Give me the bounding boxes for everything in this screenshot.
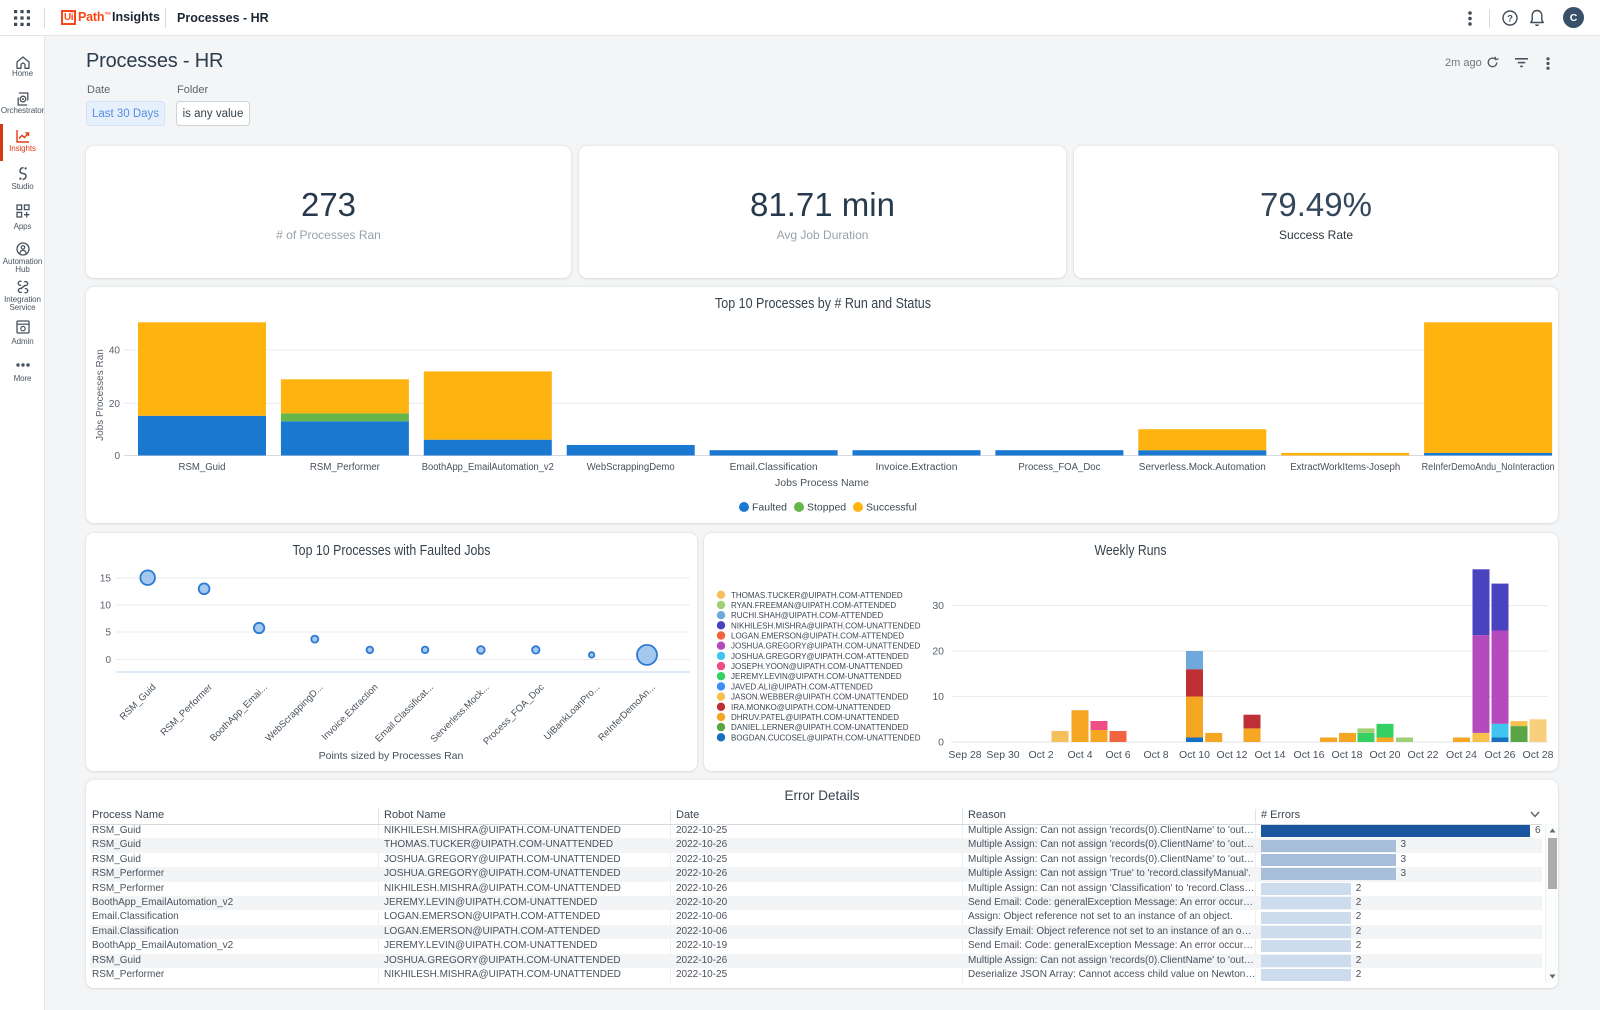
- svg-text:RSM_Guid: RSM_Guid: [179, 462, 226, 473]
- svg-text:Oct 10: Oct 10: [1179, 749, 1210, 761]
- svg-text:Oct 24: Oct 24: [1446, 749, 1477, 761]
- svg-text:0: 0: [114, 451, 120, 462]
- svg-text:Oct 6: Oct 6: [1105, 749, 1130, 761]
- svg-text:RSM_Performer: RSM_Performer: [159, 682, 215, 738]
- svg-text:Oct 2: Oct 2: [1028, 749, 1053, 761]
- svg-text:Oct 26: Oct 26: [1485, 749, 1516, 761]
- svg-text:30: 30: [932, 600, 944, 612]
- svg-text:Faulted: Faulted: [752, 502, 787, 514]
- svg-text:Serverless.Mock.Automation: Serverless.Mock.Automation: [1139, 462, 1266, 473]
- svg-text:LOGAN.EMERSON@UIPATH.COM-ATTEN: LOGAN.EMERSON@UIPATH.COM-ATTENDED: [731, 632, 904, 641]
- svg-text:Oct 28: Oct 28: [1523, 749, 1554, 761]
- svg-text:JASON.WEBBER@UIPATH.COM-UNATTE: JASON.WEBBER@UIPATH.COM-UNATTENDED: [731, 693, 909, 702]
- svg-text:20: 20: [932, 646, 944, 658]
- svg-text:?: ?: [1507, 14, 1513, 25]
- svg-text:Top 10 Processes with Faulted: Top 10 Processes with Faulted Jobs: [293, 543, 491, 559]
- svg-text:ExtractWorkItems-Joseph: ExtractWorkItems-Joseph: [1290, 462, 1400, 473]
- svg-text:Email.Classificat...: Email.Classificat...: [373, 682, 436, 745]
- svg-text:0: 0: [105, 655, 111, 666]
- svg-text:JOSHUA.GREGORY@UIPATH.COM-ATTE: JOSHUA.GREGORY@UIPATH.COM-ATTENDED: [731, 652, 909, 661]
- svg-text:Email.Classification: Email.Classification: [730, 462, 818, 473]
- svg-text:RUCHI.SHAH@UIPATH.COM-ATTENDED: RUCHI.SHAH@UIPATH.COM-ATTENDED: [731, 611, 883, 620]
- svg-text:Successful: Successful: [866, 502, 917, 514]
- svg-text:IRA.MONKO@UIPATH.COM-UNATTENDE: IRA.MONKO@UIPATH.COM-UNATTENDED: [731, 703, 891, 712]
- svg-text:15: 15: [100, 574, 112, 585]
- svg-text:JAVED.ALI@UIPATH.COM-ATTENDED: JAVED.ALI@UIPATH.COM-ATTENDED: [731, 682, 873, 691]
- svg-text:Oct 22: Oct 22: [1408, 749, 1439, 761]
- svg-text:Process_FOA_Doc: Process_FOA_Doc: [1018, 462, 1100, 473]
- svg-text:Jobs Process Name: Jobs Process Name: [775, 477, 869, 489]
- svg-text:UiBankLoanPro...: UiBankLoanPro...: [542, 682, 602, 742]
- svg-text:Jobs Processes Ran: Jobs Processes Ran: [95, 349, 106, 441]
- svg-text:THOMAS.TUCKER@UIPATH.COM-ATTEN: THOMAS.TUCKER@UIPATH.COM-ATTENDED: [731, 591, 903, 600]
- svg-text:Points sized by Processes Ran: Points sized by Processes Ran: [319, 750, 464, 762]
- svg-text:Oct 18: Oct 18: [1332, 749, 1363, 761]
- svg-text:20: 20: [109, 399, 121, 410]
- svg-text:NIKHILESH.MISHRA@UIPATH.COM-UN: NIKHILESH.MISHRA@UIPATH.COM-UNATTENDED: [731, 621, 921, 630]
- svg-text:ReInferDemoAndu_NoInteraction: ReInferDemoAndu_NoInteraction: [1422, 462, 1555, 473]
- svg-text:RSM_Guid: RSM_Guid: [118, 682, 159, 723]
- svg-text:Oct 20: Oct 20: [1370, 749, 1401, 761]
- svg-text:Weekly Runs: Weekly Runs: [1095, 542, 1167, 559]
- svg-text:Invoice.Extraction: Invoice.Extraction: [320, 682, 381, 743]
- svg-text:Process_FOA_Doc: Process_FOA_Doc: [481, 682, 546, 747]
- svg-text:DHRUV.PATEL@UIPATH.COM-UNATTEN: DHRUV.PATEL@UIPATH.COM-UNATTENDED: [731, 713, 899, 722]
- svg-text:Sep 28: Sep 28: [948, 749, 981, 761]
- svg-text:WebScrappingD...: WebScrappingD...: [263, 682, 325, 744]
- svg-text:ReInferDemoAn...: ReInferDemoAn...: [596, 682, 658, 744]
- svg-text:JOSEPH.YOON@UIPATH.COM-UNATTEN: JOSEPH.YOON@UIPATH.COM-UNATTENDED: [731, 662, 903, 671]
- svg-text:BoothApp_EmailAutomation_v2: BoothApp_EmailAutomation_v2: [422, 462, 554, 473]
- svg-text:10: 10: [100, 601, 112, 612]
- svg-text:0: 0: [938, 737, 944, 749]
- svg-text:BoothApp_Emai...: BoothApp_Emai...: [208, 682, 270, 744]
- svg-text:RYAN.FREEMAN@UIPATH.COM-ATTEND: RYAN.FREEMAN@UIPATH.COM-ATTENDED: [731, 601, 896, 610]
- svg-text:Top 10 Processes by # Run and: Top 10 Processes by # Run and Status: [715, 295, 931, 312]
- svg-text:Stopped: Stopped: [807, 502, 846, 514]
- svg-text:Oct 16: Oct 16: [1294, 749, 1325, 761]
- svg-text:Sep 30: Sep 30: [986, 749, 1019, 761]
- svg-text:JEREMY.LEVIN@UIPATH.COM-UNATTE: JEREMY.LEVIN@UIPATH.COM-UNATTENDED: [731, 672, 902, 681]
- svg-text:BOGDAN.CUCOSEL@UIPATH.COM-UNAT: BOGDAN.CUCOSEL@UIPATH.COM-UNATTENDED: [731, 733, 921, 742]
- svg-text:Oct 14: Oct 14: [1255, 749, 1286, 761]
- svg-text:Invoice.Extraction: Invoice.Extraction: [876, 462, 958, 473]
- svg-text:5: 5: [105, 628, 111, 639]
- svg-text:10: 10: [932, 691, 944, 703]
- svg-text:RSM_Performer: RSM_Performer: [310, 462, 381, 473]
- svg-text:DANIEL.LERNER@UIPATH.COM-UNATT: DANIEL.LERNER@UIPATH.COM-UNATTENDED: [731, 723, 909, 732]
- svg-text:Serverless.Mock...: Serverless.Mock...: [429, 682, 492, 745]
- svg-text:Oct 8: Oct 8: [1143, 749, 1168, 761]
- svg-text:WebScrappingDemo: WebScrappingDemo: [587, 462, 675, 473]
- svg-text:Oct 4: Oct 4: [1067, 749, 1092, 761]
- svg-text:40: 40: [109, 346, 121, 357]
- svg-text:JOSHUA.GREGORY@UIPATH.COM-UNAT: JOSHUA.GREGORY@UIPATH.COM-UNATTENDED: [731, 642, 921, 651]
- svg-text:Oct 12: Oct 12: [1217, 749, 1248, 761]
